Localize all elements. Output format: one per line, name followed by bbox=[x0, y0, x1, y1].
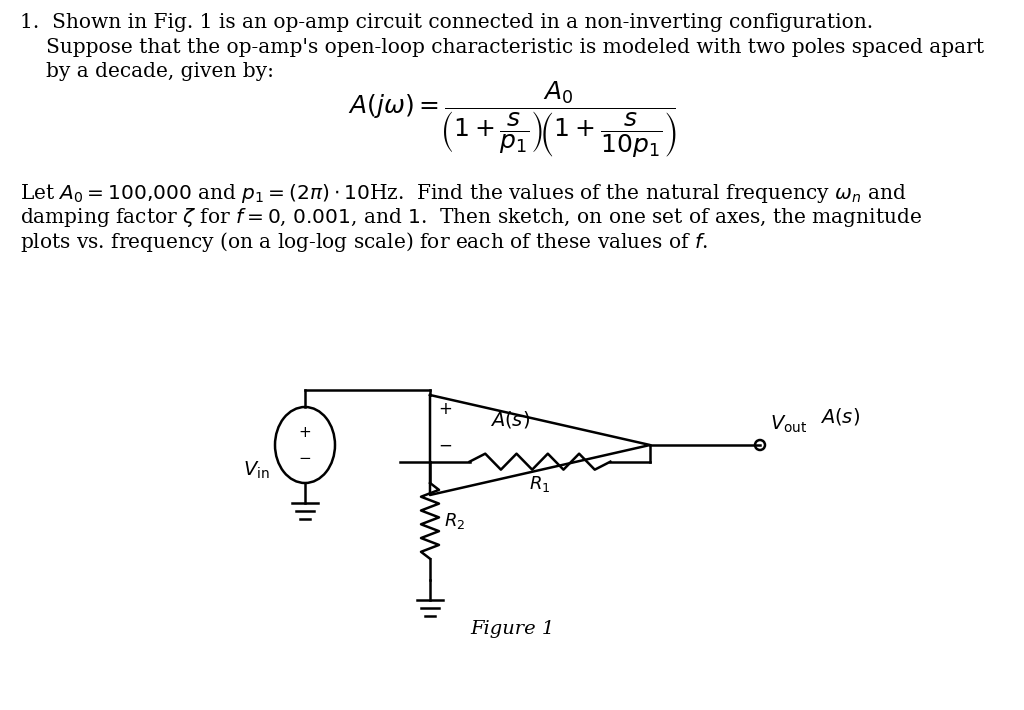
Text: plots vs. frequency (on a log-log scale) for each of these values of $f$.: plots vs. frequency (on a log-log scale)… bbox=[20, 230, 708, 254]
Text: $A(j\omega) = \dfrac{A_0}{\!\left(1 + \dfrac{s}{p_1}\right)\!\left(1 + \dfrac{s}: $A(j\omega) = \dfrac{A_0}{\!\left(1 + \d… bbox=[348, 80, 676, 160]
Text: Figure 1: Figure 1 bbox=[470, 620, 554, 638]
Text: Let $A_0 = 100{,}000$ and $p_1 = (2\pi) \cdot 10$Hz.  Find the values of the nat: Let $A_0 = 100{,}000$ and $p_1 = (2\pi) … bbox=[20, 182, 906, 205]
Text: damping factor $\zeta$ for $f = 0$, $0.001$, and $1$.  Then sketch, on one set o: damping factor $\zeta$ for $f = 0$, $0.0… bbox=[20, 206, 922, 229]
Text: Suppose that the op-amp's open-loop characteristic is modeled with two poles spa: Suppose that the op-amp's open-loop char… bbox=[46, 38, 984, 57]
Text: $R_1$: $R_1$ bbox=[529, 474, 551, 493]
Text: $A(s)$: $A(s)$ bbox=[820, 406, 860, 427]
Text: $R_2$: $R_2$ bbox=[444, 510, 465, 531]
Text: $V_{\mathrm{out}}$: $V_{\mathrm{out}}$ bbox=[770, 414, 807, 435]
Text: $+$: $+$ bbox=[438, 401, 453, 418]
Text: 1.  Shown in Fig. 1 is an op-amp circuit connected in a non-inverting configurat: 1. Shown in Fig. 1 is an op-amp circuit … bbox=[20, 13, 873, 32]
Text: $A(s)$: $A(s)$ bbox=[490, 409, 530, 430]
Text: $-$: $-$ bbox=[298, 450, 311, 464]
Text: $V_{\mathrm{in}}$: $V_{\mathrm{in}}$ bbox=[244, 460, 270, 481]
Text: $-$: $-$ bbox=[438, 437, 453, 454]
Text: by a decade, given by:: by a decade, given by: bbox=[46, 62, 274, 81]
Text: $+$: $+$ bbox=[298, 426, 311, 440]
